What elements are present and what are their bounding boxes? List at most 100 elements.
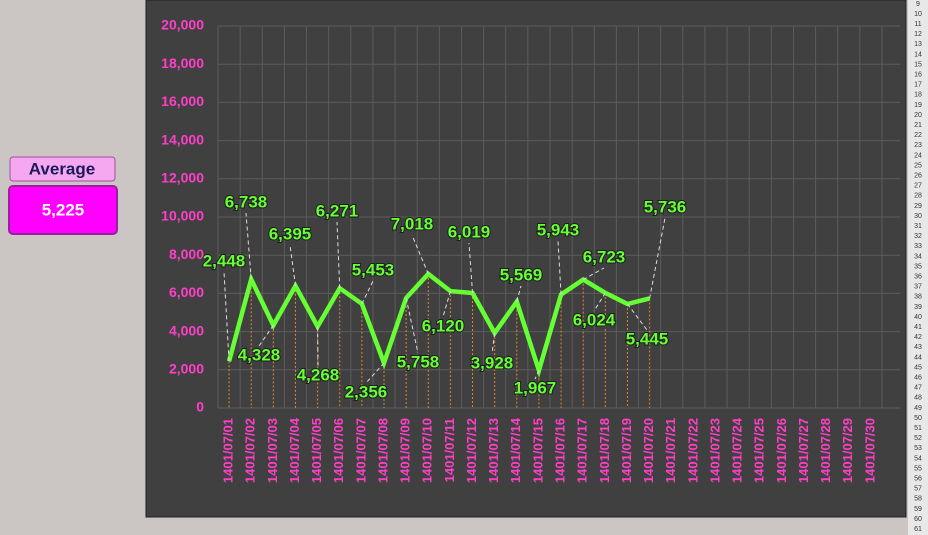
y-tick-label: 4,000 [169,322,204,338]
data-label: 5,943 [537,220,580,239]
y-tick-label: 10,000 [161,208,204,224]
row-number: 59 [914,506,922,513]
x-tick-label: 1401/07/22 [685,418,700,483]
x-tick-label: 1401/07/07 [353,418,368,483]
row-number: 49 [914,405,922,412]
data-label: 2,448 [203,251,246,270]
row-number: 52 [914,435,922,442]
leader-line [468,242,474,294]
x-tick-label: 1401/07/08 [375,418,390,483]
row-number: 42 [914,334,922,341]
x-tick-label: 1401/07/19 [619,418,634,483]
y-tick-label: 6,000 [169,284,204,300]
row-number: 26 [914,173,922,180]
x-tick-label: 1401/07/18 [597,418,612,483]
row-number: 19 [914,102,922,109]
row-number: 48 [914,395,922,402]
leader-line [223,271,230,362]
data-label: 6,271 [316,201,359,220]
average-label: Average [29,159,95,178]
row-number: 13 [914,41,922,48]
row-number: 38 [914,294,922,301]
x-tick-label: 1401/07/12 [464,418,479,483]
leader-line [442,290,451,318]
data-label: 5,758 [397,352,440,371]
row-number: 23 [914,142,922,149]
y-tick-label: 18,000 [161,55,204,71]
row-number: 45 [914,364,922,371]
data-label: 5,569 [500,265,543,284]
data-label: 6,723 [583,247,626,266]
row-number: 56 [914,476,922,483]
leader-line [491,332,496,355]
x-tick-label: 1401/07/01 [221,418,236,483]
leader-line [582,267,605,281]
row-number: 22 [914,132,922,139]
data-label: 2,356 [345,382,388,401]
row-number: 34 [914,253,922,260]
data-label: 5,445 [626,329,669,348]
x-tick-label: 1401/07/09 [398,418,413,483]
leader-line [361,280,374,305]
y-tick-label: 0 [196,399,204,415]
leader-line [593,292,606,312]
data-label: 6,395 [269,224,312,243]
row-number: 47 [914,385,922,392]
data-label: 1,967 [514,378,557,397]
data-label: 7,018 [391,214,434,233]
x-tick-label: 1401/07/05 [309,418,324,483]
row-number: 46 [914,375,922,382]
x-tick-label: 1401/07/11 [442,418,457,482]
row-number: 9 [916,1,920,8]
row-number: 29 [914,203,922,210]
average-value: 5,225 [42,200,85,219]
y-tick-label: 12,000 [161,170,204,186]
row-number: 60 [914,516,922,523]
row-number: 41 [914,324,922,331]
row-number: 32 [914,233,922,240]
x-tick-label: 1401/07/16 [553,418,568,483]
row-number: 10 [914,11,922,18]
row-number: 27 [914,183,922,190]
row-number: 30 [914,213,922,220]
row-number: 58 [914,496,922,503]
x-tick-label: 1401/07/04 [287,417,302,483]
row-number: 18 [914,92,922,99]
row-number: 17 [914,82,922,89]
row-header [908,0,928,535]
x-tick-label: 1401/07/30 [862,418,877,483]
row-number: 54 [914,455,922,462]
row-number: 25 [914,162,922,169]
data-label: 5,453 [352,260,395,279]
x-tick-label: 1401/07/25 [752,418,767,483]
row-number: 57 [914,486,922,493]
x-tick-label: 1401/07/15 [530,418,545,483]
row-number: 39 [914,304,922,311]
x-tick-label: 1401/07/23 [707,418,722,483]
row-number: 50 [914,415,922,422]
y-tick-label: 16,000 [161,93,204,109]
row-number: 35 [914,263,922,270]
data-label: 6,120 [422,316,465,335]
data-label: 4,268 [297,365,340,384]
data-label: 6,024 [573,310,616,329]
row-number: 61 [914,526,922,533]
y-tick-label: 2,000 [169,361,204,377]
data-label: 6,019 [448,222,491,241]
row-number: 36 [914,274,922,281]
leader-line [365,362,385,384]
row-number: 11 [914,21,921,28]
leader-line [627,303,648,331]
row-number: 51 [914,425,922,432]
leader-line [557,240,562,295]
x-tick-label: 1401/07/29 [840,418,855,483]
leader-line [516,285,522,302]
data-label: 3,928 [471,353,514,372]
x-tick-label: 1401/07/20 [641,418,656,483]
data-label: 5,736 [644,197,687,216]
x-tick-label: 1401/07/03 [265,418,280,483]
x-tick-label: 1401/07/27 [796,418,811,483]
data-label: 4,328 [238,345,281,364]
